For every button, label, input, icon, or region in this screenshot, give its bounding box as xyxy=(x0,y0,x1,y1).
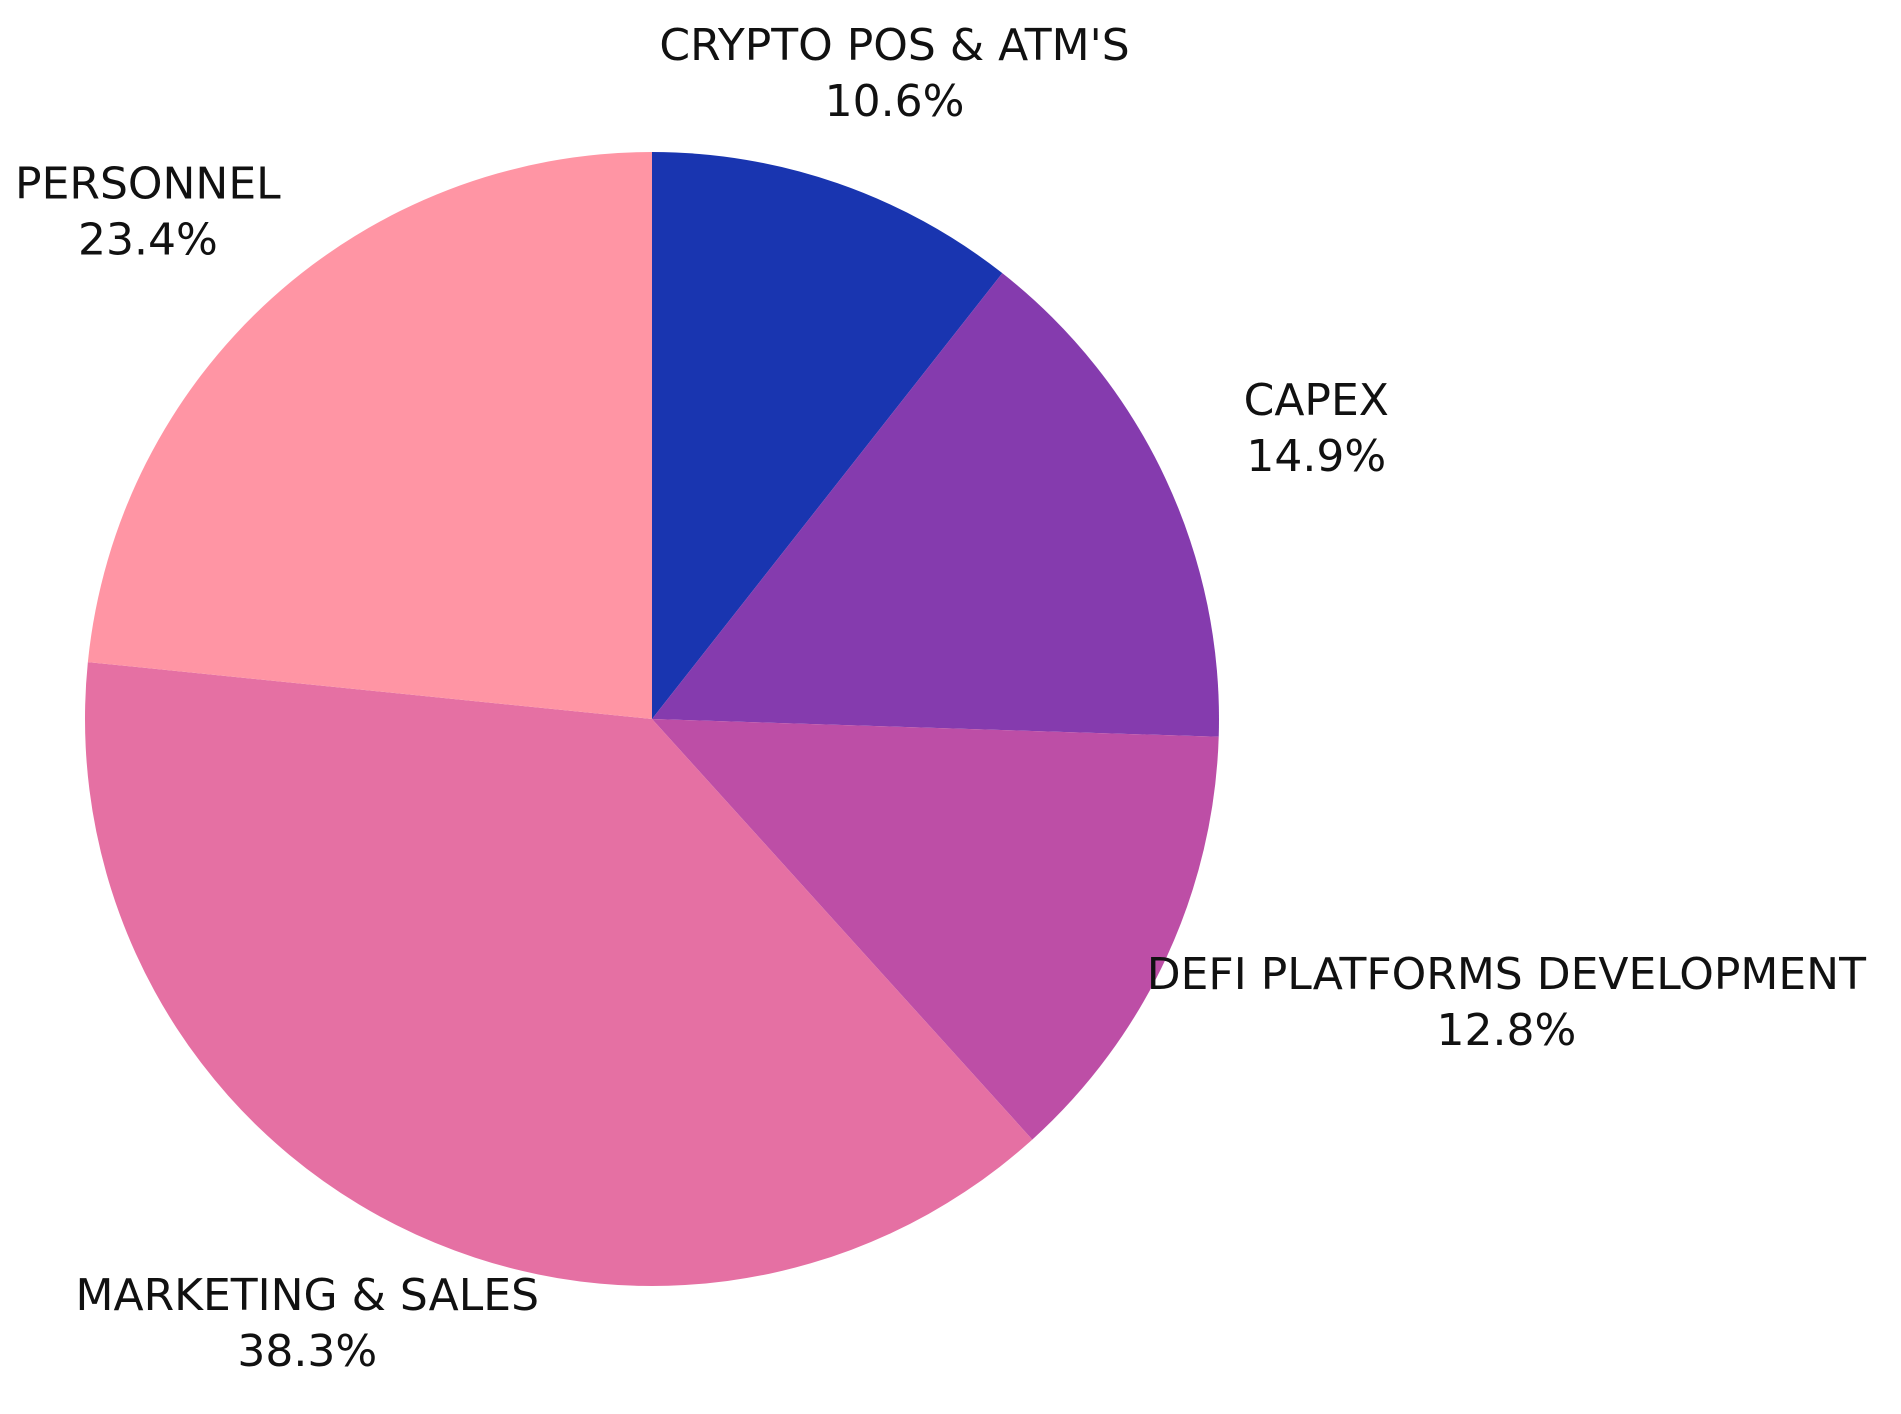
pie-slice xyxy=(87,152,652,719)
pie-slice xyxy=(652,273,1219,737)
slice-value-label: 10.6% xyxy=(825,76,965,127)
slice-value-label: 14.9% xyxy=(1246,431,1386,482)
slice-label: CAPEX xyxy=(1244,375,1389,426)
slice-value-label: 12.8% xyxy=(1436,1005,1576,1056)
slice-label: CRYPTO POS & ATM'S xyxy=(659,20,1129,71)
slice-label: DEFI PLATFORMS DEVELOPMENT xyxy=(1147,949,1866,1000)
slice-value-label: 23.4% xyxy=(78,214,218,265)
pie-slice xyxy=(85,662,1033,1286)
slice-label: MARKETING & SALES xyxy=(76,1270,540,1321)
pie-slice xyxy=(652,152,1003,719)
pie-slice xyxy=(652,719,1219,1140)
slice-value-label: 38.3% xyxy=(237,1326,377,1377)
slice-label: PERSONNEL xyxy=(15,158,281,209)
